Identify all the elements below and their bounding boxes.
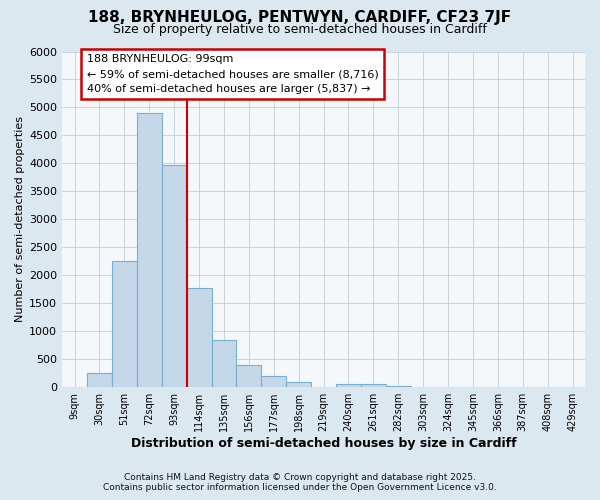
Bar — [286, 382, 311, 387]
Bar — [87, 373, 112, 387]
Bar — [336, 384, 361, 387]
Text: Size of property relative to semi-detached houses in Cardiff: Size of property relative to semi-detach… — [113, 22, 487, 36]
Text: 188 BRYNHEULOG: 99sqm
← 59% of semi-detached houses are smaller (8,716)
40% of s: 188 BRYNHEULOG: 99sqm ← 59% of semi-deta… — [87, 54, 379, 94]
Bar — [162, 165, 187, 387]
Bar — [236, 366, 262, 387]
Bar — [386, 386, 411, 387]
Bar — [212, 340, 236, 387]
Bar — [187, 288, 212, 387]
Y-axis label: Number of semi-detached properties: Number of semi-detached properties — [15, 116, 25, 322]
Bar — [411, 386, 436, 387]
Bar — [112, 262, 137, 387]
Bar — [262, 376, 286, 387]
Bar — [361, 384, 386, 387]
Bar — [137, 113, 162, 387]
Text: 188, BRYNHEULOG, PENTWYN, CARDIFF, CF23 7JF: 188, BRYNHEULOG, PENTWYN, CARDIFF, CF23 … — [88, 10, 512, 25]
Text: Contains HM Land Registry data © Crown copyright and database right 2025.
Contai: Contains HM Land Registry data © Crown c… — [103, 473, 497, 492]
X-axis label: Distribution of semi-detached houses by size in Cardiff: Distribution of semi-detached houses by … — [131, 437, 517, 450]
